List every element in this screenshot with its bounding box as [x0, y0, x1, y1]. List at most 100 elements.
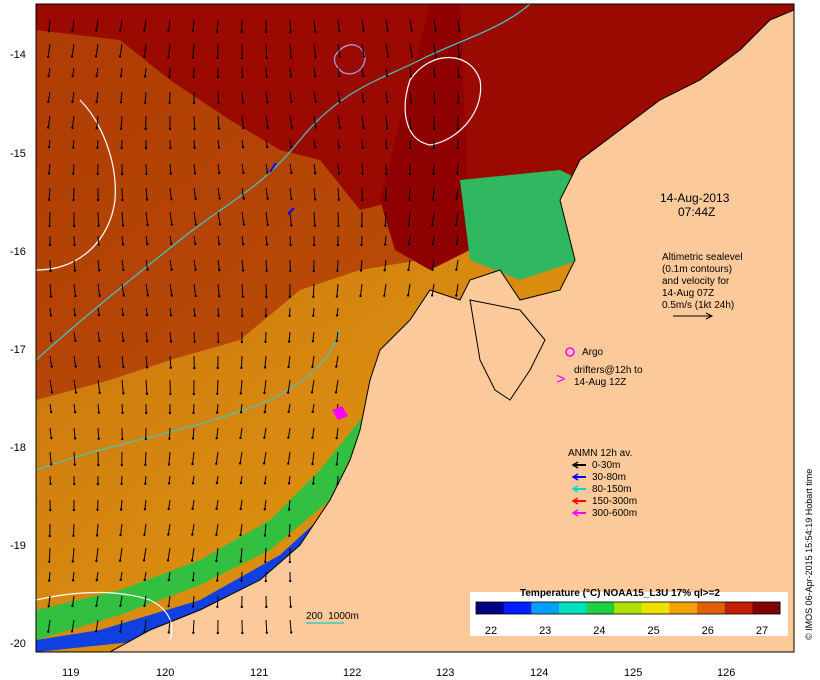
velocity-arrow — [168, 427, 171, 439]
velocity-arrow-head — [385, 172, 388, 176]
velocity-arrow — [241, 259, 244, 271]
colorbar-swatch — [586, 602, 615, 614]
velocity-arrow — [169, 283, 173, 296]
velocity-arrow-head — [170, 294, 173, 297]
velocity-arrow — [288, 355, 291, 368]
velocity-arrow — [72, 547, 75, 562]
velocity-arrow — [241, 571, 243, 581]
velocity-arrow-head — [262, 462, 266, 465]
velocity-arrow-head — [311, 365, 314, 368]
velocity-arrow-head — [241, 243, 245, 246]
velocity-arrow — [168, 43, 171, 58]
anmn-legend-arrow-head — [571, 509, 579, 517]
velocity-arrow — [240, 523, 243, 536]
velocity-arrow-head — [287, 365, 290, 369]
velocity-arrow-head — [431, 268, 434, 271]
velocity-arrow — [144, 475, 147, 484]
velocity-arrow-head — [167, 631, 170, 634]
velocity-arrow-head — [290, 631, 293, 634]
coastal-cool-water — [36, 400, 380, 640]
velocity-arrow — [121, 259, 124, 270]
velocity-arrow — [265, 211, 269, 225]
velocity-arrow-head — [122, 339, 125, 343]
velocity-arrow — [289, 163, 292, 173]
velocity-arrow-head — [95, 127, 98, 130]
velocity-arrow — [193, 235, 196, 244]
colorbar-swatch — [697, 602, 726, 614]
colorbar-swatch — [558, 602, 587, 614]
velocity-arrow — [217, 211, 221, 225]
velocity-arrow — [49, 451, 52, 465]
velocity-arrow-head — [407, 224, 410, 227]
velocity-arrow — [456, 187, 459, 200]
velocity-arrow-head — [146, 268, 149, 271]
velocity-arrow — [119, 619, 123, 632]
velocity-arrow — [217, 139, 220, 148]
velocity-arrow — [217, 235, 220, 245]
dark-swath — [380, 4, 470, 270]
velocity-arrow-head — [290, 126, 293, 129]
velocity-arrow-head — [289, 579, 292, 583]
velocity-arrow — [289, 235, 292, 245]
velocity-arrow — [431, 259, 435, 270]
velocity-arrow — [337, 115, 341, 128]
velocity-arrow — [193, 115, 196, 129]
velocity-arrow-head — [193, 340, 196, 343]
velocity-arrow-head — [48, 579, 51, 582]
velocity-arrow-head — [121, 198, 124, 202]
velocity-arrow-head — [121, 243, 125, 246]
velocity-arrow — [456, 235, 459, 244]
velocity-arrow — [169, 307, 172, 316]
velocity-arrow-head — [96, 198, 100, 202]
velocity-arrow — [312, 283, 315, 297]
velocity-arrow — [263, 379, 267, 393]
altimetry-note: Altimetric sealevel (0.1m contours) and … — [662, 252, 743, 320]
velocity-arrow-head — [239, 533, 242, 537]
velocity-arrow — [241, 283, 244, 297]
velocity-arrow-head — [289, 30, 292, 34]
velocity-arrow — [337, 187, 340, 200]
velocity-arrow — [241, 91, 244, 103]
velocity-arrow-head — [266, 223, 269, 226]
velocity-arrow-head — [50, 365, 53, 368]
velocity-arrow — [121, 211, 124, 226]
lon-label: 124 — [530, 667, 548, 679]
velocity-arrow — [49, 211, 51, 226]
velocity-arrow-head — [431, 198, 435, 201]
velocity-arrow — [264, 475, 267, 484]
velocity-arrow-head — [384, 243, 387, 246]
velocity-arrow — [72, 571, 75, 581]
velocity-arrow-head — [265, 269, 268, 272]
velocity-arrow-head — [143, 578, 146, 582]
velocity-arrow — [216, 19, 219, 32]
velocity-arrow-head — [386, 100, 389, 104]
velocity-arrow-head — [95, 74, 98, 78]
velocity-arrow-head — [121, 224, 125, 227]
velocity-arrow-head — [170, 268, 173, 271]
velocity-arrow — [193, 307, 196, 316]
velocity-arrow-head — [145, 392, 149, 395]
velocity-arrow — [215, 547, 219, 561]
velocity-arrow — [337, 139, 340, 148]
colorbar-swatch — [531, 602, 560, 614]
velocity-arrow-head — [170, 242, 173, 246]
velocity-arrow-head — [95, 559, 98, 563]
velocity-arrow-head — [168, 411, 172, 415]
velocity-arrow — [337, 163, 340, 174]
velocity-arrow-head — [145, 411, 148, 415]
lon-axis: 119 120 121 122 123 124 125 126 — [62, 667, 735, 679]
velocity-arrow-head — [121, 437, 124, 441]
velocity-arrow-head — [335, 365, 338, 368]
velocity-arrow — [145, 355, 148, 368]
velocity-arrow — [169, 331, 172, 342]
velocity-arrow — [192, 475, 195, 484]
velocity-arrow — [360, 259, 363, 271]
velocity-arrow-head — [215, 30, 219, 33]
velocity-arrow — [265, 187, 269, 199]
velocity-arrow-head — [263, 391, 266, 395]
velocity-arrow — [289, 91, 292, 102]
velocity-arrow-head — [50, 410, 53, 414]
velocity-arrow — [169, 187, 172, 200]
velocity-arrow — [360, 283, 363, 297]
velocity-arrow — [145, 211, 148, 226]
